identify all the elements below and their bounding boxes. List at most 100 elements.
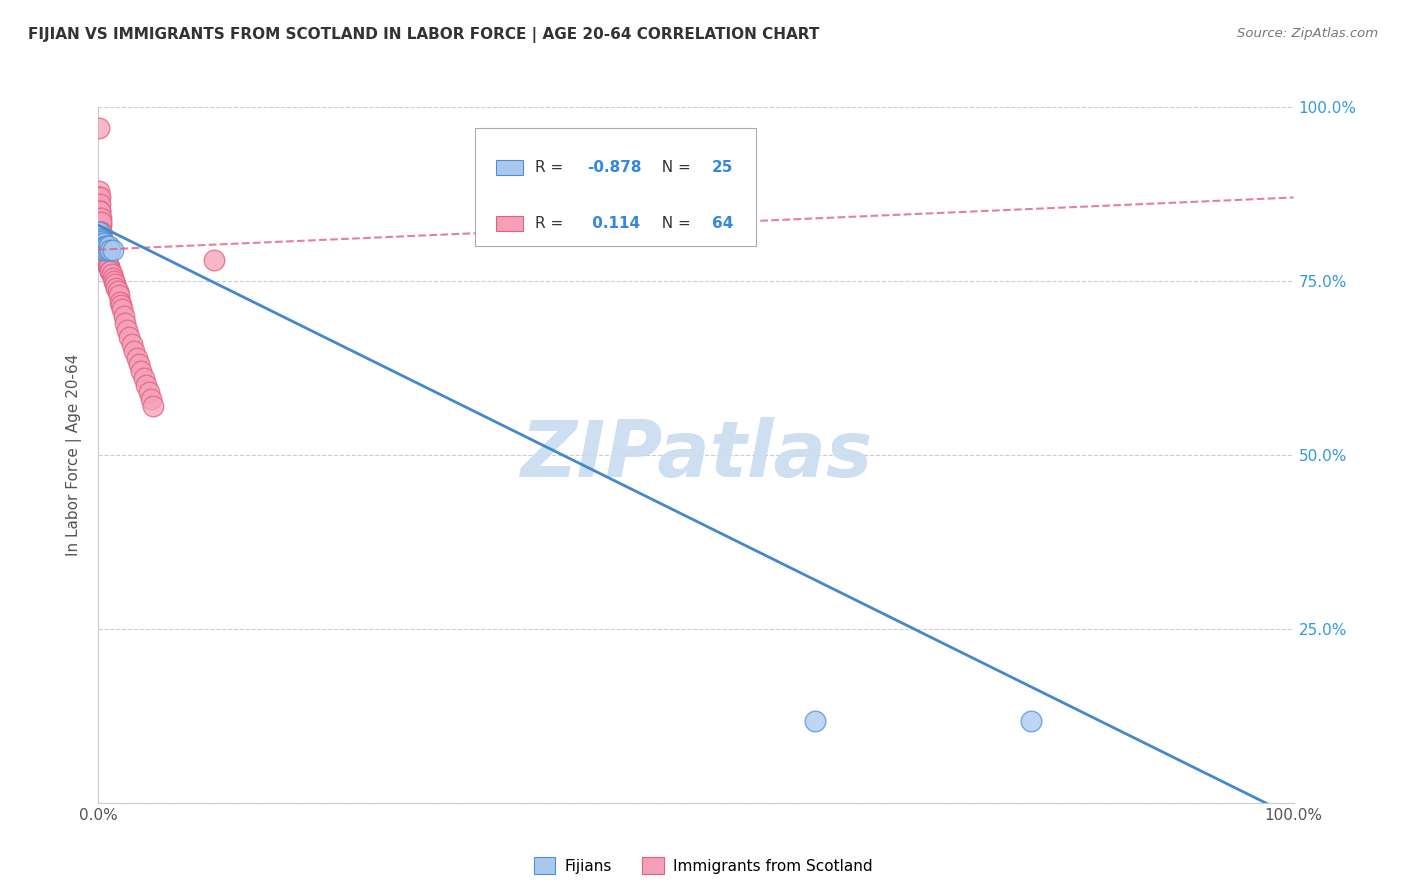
Point bbox=[89, 184, 111, 198]
Point bbox=[89, 225, 111, 239]
Text: 0.114: 0.114 bbox=[588, 216, 640, 231]
Point bbox=[94, 239, 117, 253]
Point bbox=[90, 232, 112, 246]
Point bbox=[91, 243, 114, 257]
Point bbox=[105, 281, 128, 295]
Point bbox=[90, 225, 112, 239]
Point bbox=[93, 246, 115, 260]
FancyBboxPatch shape bbox=[496, 161, 523, 176]
Point bbox=[89, 197, 111, 211]
Text: N =: N = bbox=[652, 161, 696, 176]
Point bbox=[111, 301, 134, 316]
Point bbox=[93, 235, 115, 250]
Point bbox=[101, 270, 124, 285]
Point bbox=[91, 232, 114, 246]
Point bbox=[98, 243, 122, 257]
Y-axis label: In Labor Force | Age 20-64: In Labor Force | Age 20-64 bbox=[66, 354, 83, 556]
Text: 25: 25 bbox=[711, 161, 733, 176]
Point bbox=[91, 239, 114, 253]
Legend: Fijians, Immigrants from Scotland: Fijians, Immigrants from Scotland bbox=[527, 851, 879, 880]
Text: Source: ZipAtlas.com: Source: ZipAtlas.com bbox=[1237, 27, 1378, 40]
Point bbox=[96, 243, 118, 257]
Point bbox=[89, 228, 111, 243]
Point bbox=[96, 256, 118, 270]
Point bbox=[90, 235, 112, 250]
Point bbox=[91, 239, 114, 253]
Point bbox=[90, 219, 112, 233]
Point bbox=[96, 239, 118, 253]
Point bbox=[94, 250, 117, 264]
Point bbox=[131, 364, 153, 378]
Point bbox=[118, 329, 141, 343]
Point bbox=[100, 267, 122, 281]
Point bbox=[90, 239, 112, 253]
Point bbox=[107, 285, 129, 299]
Text: R =: R = bbox=[534, 216, 568, 231]
Point bbox=[202, 253, 225, 268]
Point bbox=[112, 309, 135, 323]
Point bbox=[93, 246, 115, 260]
Point bbox=[94, 239, 117, 253]
Text: N =: N = bbox=[652, 216, 696, 231]
Point bbox=[97, 260, 120, 274]
Point bbox=[89, 204, 111, 219]
Point bbox=[89, 190, 111, 204]
Point bbox=[104, 277, 127, 292]
Point bbox=[89, 211, 111, 226]
Point bbox=[804, 714, 827, 728]
Point bbox=[135, 378, 157, 392]
FancyBboxPatch shape bbox=[475, 128, 756, 246]
Point bbox=[91, 239, 114, 253]
Point bbox=[97, 243, 120, 257]
Point bbox=[90, 225, 112, 239]
Point bbox=[110, 298, 132, 312]
Point bbox=[89, 204, 111, 219]
Point bbox=[94, 250, 117, 264]
Text: R =: R = bbox=[534, 161, 568, 176]
Point bbox=[132, 371, 155, 385]
Point bbox=[93, 243, 115, 257]
Point bbox=[89, 211, 111, 226]
Point bbox=[90, 215, 112, 229]
Point bbox=[90, 232, 112, 246]
Point bbox=[1019, 714, 1042, 728]
Point bbox=[90, 235, 112, 250]
Point bbox=[98, 263, 121, 277]
Point bbox=[90, 232, 112, 246]
Point bbox=[93, 239, 115, 253]
Text: FIJIAN VS IMMIGRANTS FROM SCOTLAND IN LABOR FORCE | AGE 20-64 CORRELATION CHART: FIJIAN VS IMMIGRANTS FROM SCOTLAND IN LA… bbox=[28, 27, 820, 43]
Point bbox=[121, 336, 143, 351]
Point bbox=[91, 239, 114, 253]
Point bbox=[96, 253, 118, 268]
Point bbox=[103, 274, 125, 288]
Point bbox=[94, 253, 117, 268]
Point bbox=[115, 323, 138, 337]
Point bbox=[91, 234, 114, 248]
Point bbox=[128, 358, 150, 372]
FancyBboxPatch shape bbox=[496, 216, 523, 231]
Point bbox=[97, 256, 120, 270]
Text: ZIPatlas: ZIPatlas bbox=[520, 417, 872, 493]
Text: 64: 64 bbox=[711, 216, 733, 231]
Point bbox=[98, 239, 121, 253]
Point bbox=[93, 235, 115, 250]
Point bbox=[142, 399, 165, 413]
Point bbox=[139, 392, 162, 407]
Point bbox=[107, 288, 129, 302]
Point bbox=[89, 234, 111, 248]
Point bbox=[90, 211, 112, 226]
Point bbox=[96, 256, 118, 270]
Point bbox=[90, 232, 112, 246]
Text: -0.878: -0.878 bbox=[588, 161, 641, 176]
Point bbox=[89, 190, 111, 204]
Point bbox=[98, 260, 121, 274]
Point bbox=[114, 316, 136, 330]
Point bbox=[90, 234, 112, 248]
Point bbox=[138, 385, 160, 400]
Point bbox=[93, 246, 115, 260]
Point bbox=[101, 243, 124, 257]
Point bbox=[98, 263, 122, 277]
Point bbox=[108, 294, 131, 309]
Point bbox=[125, 351, 148, 365]
Point bbox=[91, 239, 114, 253]
